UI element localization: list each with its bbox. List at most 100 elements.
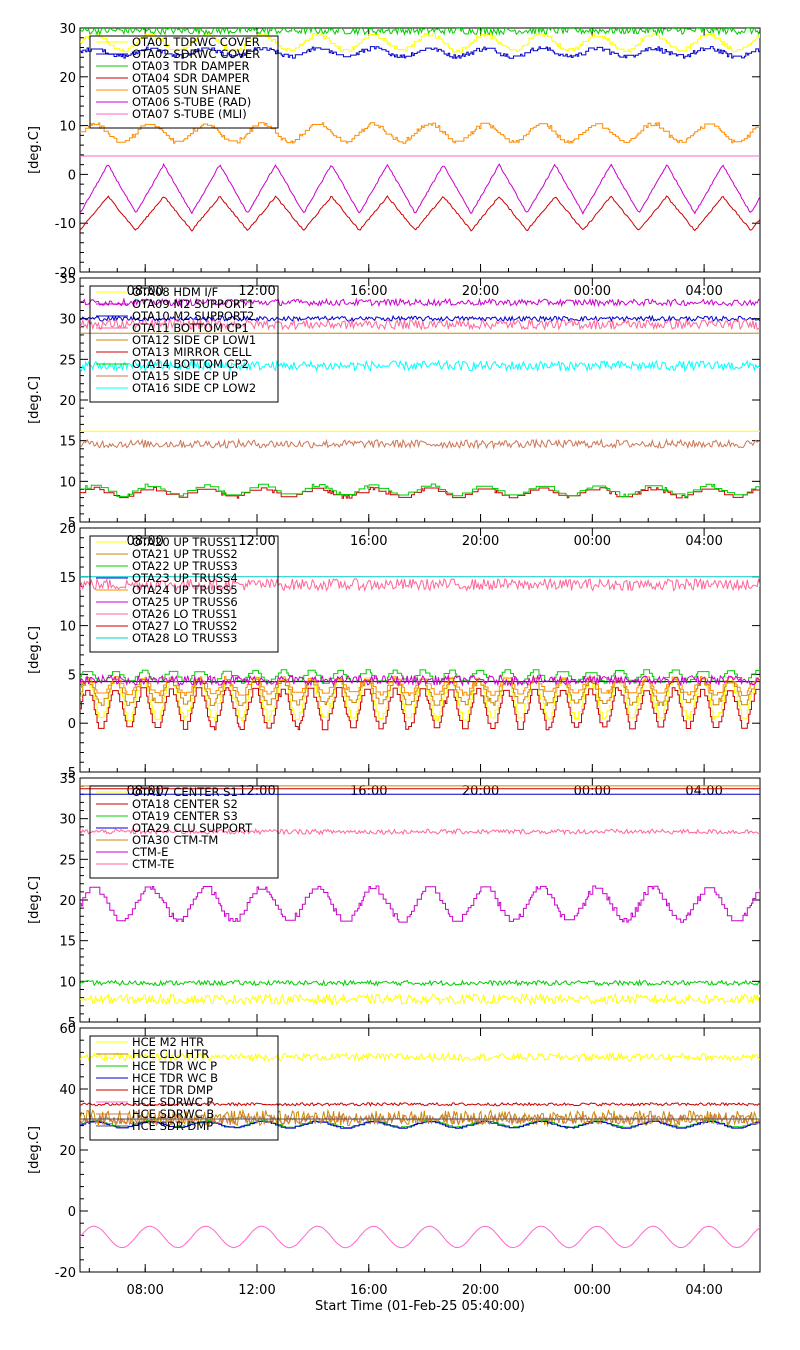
legend-label: OTA18 CENTER S2 [132,797,238,811]
legend-label: OTA09 M2 SUPPORT1 [132,297,254,311]
y-tick-label: 0 [68,168,76,183]
series-line [80,687,760,731]
series-line [80,885,760,923]
legend-label: HCE M2 HTR [132,1035,204,1049]
series-line [80,32,760,53]
legend-label: OTA25 UP TRUSS6 [132,595,238,609]
legend-label: OTA29 CLU SUPPORT [132,821,253,835]
series-line [80,978,760,987]
y-axis-label: [deg.C] [27,1126,42,1174]
legend-label: OTA13 MIRROR CELL [132,345,252,359]
x-tick-label: 20:00 [462,1283,499,1298]
series-line [80,669,760,684]
legend-label: OTA19 CENTER S3 [132,809,238,823]
y-tick-label: 10 [59,975,76,990]
panel-3: -5 0 5 10 15 20 08:00 12:00 16:00 20:00 00:00 04:00… [27,522,761,781]
y-tick-label: 30 [59,813,76,828]
series-line [80,359,760,373]
y-tick-label: -20 [55,266,76,281]
series-line [80,46,760,59]
legend-label: OTA20 UP TRUSS1 [132,535,238,549]
x-tick-label: 12:00 [238,534,275,549]
y-tick-label: 40 [59,1083,76,1098]
series-line [80,162,760,215]
x-tick-label: 04:00 [685,534,722,549]
y-tick-label: -20 [55,1266,76,1281]
x-tick-label: 08:00 [126,784,163,799]
series-line [80,1225,760,1249]
y-tick-label: 10 [59,120,76,135]
y-tick-label: 20 [59,1144,76,1159]
legend-label: OTA26 LO TRUSS1 [132,607,237,621]
legend-label: OTA02 SDRWC COVER [132,47,260,61]
legend-label: HCE TDR DMP [132,1083,213,1097]
series-line [80,1101,760,1107]
x-axis-label: Start Time (01-Feb-25 05:40:00) [315,1299,525,1314]
legend-label: OTA24 UP TRUSS5 [132,583,238,597]
y-tick-label: 5 [68,1016,76,1031]
legend-label: OTA21 UP TRUSS2 [132,547,238,561]
y-tick-label: 35 [59,272,76,287]
series-line [80,483,760,498]
y-tick-label: 20 [59,894,76,909]
y-axis-label: [deg.C] [27,876,42,924]
series-line [80,297,760,308]
legend-label: OTA11 BOTTOM CP1 [132,321,249,335]
x-tick-label: 00:00 [574,284,611,299]
legend-label: CTM-TE [132,857,174,871]
legend-label: OTA23 UP TRUSS4 [132,571,238,585]
series-line [80,486,760,499]
y-axis-label: [deg.C] [27,126,42,174]
y-tick-label: 0 [68,1205,76,1220]
x-tick-label: 00:00 [574,1283,611,1298]
series-line [80,122,760,144]
y-tick-label: 30 [59,313,76,328]
y-axis-label: [deg.C] [27,626,42,674]
x-tick-label: 08:00 [126,534,163,549]
y-tick-label: 35 [59,772,76,787]
y-tick-label: -10 [55,217,76,232]
x-tick-label: 04:00 [685,284,722,299]
legend-label: OTA04 SDR DAMPER [132,71,250,85]
legend-label: OTA06 S-TUBE (RAD) [132,95,251,109]
x-tick-label: 08:00 [126,284,163,299]
x-tick-label: 04:00 [685,1283,722,1298]
legend-label: OTA05 SUN SHANE [132,83,241,97]
legend-box [89,35,279,129]
panel-4: 5 10 15 20 25 30 35 08:00 12:00 16:00 20:00 00:00 04… [27,772,761,1031]
series-line [80,827,760,836]
x-tick-label: 00:00 [574,534,611,549]
panel-5: -20 0 20 40 60 08:00 12:00 16:00 20:00 00:00 04:00… [27,1022,761,1298]
legend-label: OTA17 CENTER S1 [132,785,238,799]
x-tick-label: 12:00 [238,1283,275,1298]
y-tick-label: 15 [59,435,76,450]
y-axis-label: [deg.C] [27,376,42,424]
y-tick-label: 15 [59,571,76,586]
y-tick-label: 15 [59,935,76,950]
legend-box [89,535,279,653]
y-tick-label: 25 [59,853,76,868]
y-tick-label: 25 [59,353,76,368]
x-tick-label: 08:00 [126,1283,163,1298]
legend-label: HCE SDR DMP [132,1119,213,1133]
legend-label: HCE SDRWC P [132,1095,213,1109]
legend-label: OTA14 BOTTOM CP2 [132,357,249,371]
x-tick-label: 16:00 [350,1283,387,1298]
series-line [80,673,760,687]
legend-label: OTA22 UP TRUSS3 [132,559,238,573]
legend-box [89,1035,279,1141]
legend-label: OTA01 TDRWC COVER [132,35,260,49]
legend-label: OTA10 M2 SUPPORT2 [132,309,254,323]
legend-label: OTA27 LO TRUSS2 [132,619,237,633]
y-tick-label: 5 [68,668,76,683]
legend-label: HCE SDRWC B [132,1107,214,1121]
legend-label: OTA28 LO TRUSS3 [132,631,237,645]
legend-label: CTM-E [132,845,168,859]
series-line [80,676,760,697]
legend-label: OTA07 S-TUBE (MLI) [132,107,247,121]
legend-label: OTA12 SIDE CP LOW1 [132,333,256,347]
series-line [80,317,760,331]
